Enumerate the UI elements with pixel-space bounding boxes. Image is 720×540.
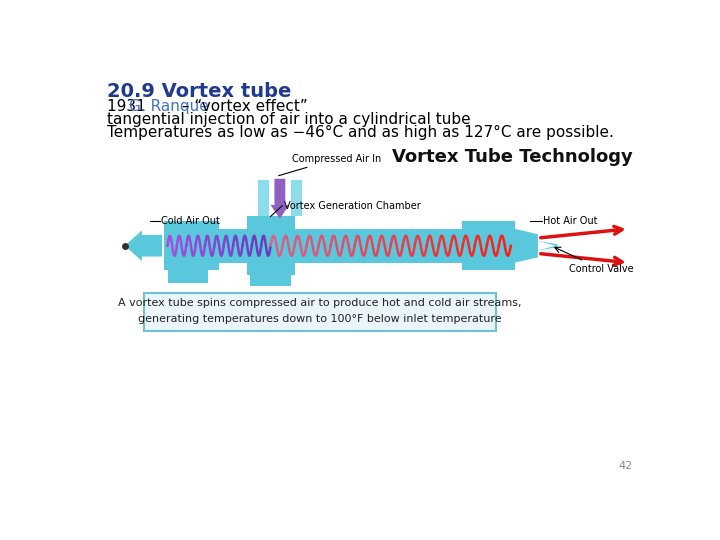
Text: Cold Air Out: Cold Air Out [161,216,220,226]
Bar [246,217,294,275]
FancyBboxPatch shape [144,293,496,331]
Polygon shape [538,241,556,251]
Text: tangential injection of air into a cylindrical tube: tangential injection of air into a cylin… [107,112,471,127]
Polygon shape [515,229,557,262]
FancyArrow shape [271,179,289,219]
Text: – “vortex effect”: – “vortex effect” [177,99,307,114]
Bar [220,229,392,262]
Bar [168,271,208,283]
Text: G. Ranque: G. Ranque [129,99,209,114]
Text: 1931: 1931 [107,99,150,114]
Text: generating temperatures down to 100°F below inlet temperature: generating temperatures down to 100°F be… [138,314,502,324]
Text: Vortex Generation Chamber: Vortex Generation Chamber [284,201,420,211]
Bar [392,229,462,262]
Text: A vortex tube spins compressed air to produce hot and cold air streams,: A vortex tube spins compressed air to pr… [118,299,522,308]
Text: Temperatures as low as −46°C and as high as 127°C are possible.: Temperatures as low as −46°C and as high… [107,125,614,140]
Text: Hot Air Out: Hot Air Out [544,216,598,226]
Text: 20.9 Vortex tube: 20.9 Vortex tube [107,82,292,101]
Text: Compressed Air In: Compressed Air In [279,154,381,176]
Bar [462,221,515,271]
Text: 42: 42 [618,461,632,471]
FancyArrow shape [125,231,162,261]
Bar [163,221,220,271]
Bar [251,275,291,286]
Text: Control Valve: Control Valve [555,247,634,274]
Text: Vortex Tube Technology: Vortex Tube Technology [392,148,633,166]
Bar [291,180,302,217]
Bar [258,180,269,217]
